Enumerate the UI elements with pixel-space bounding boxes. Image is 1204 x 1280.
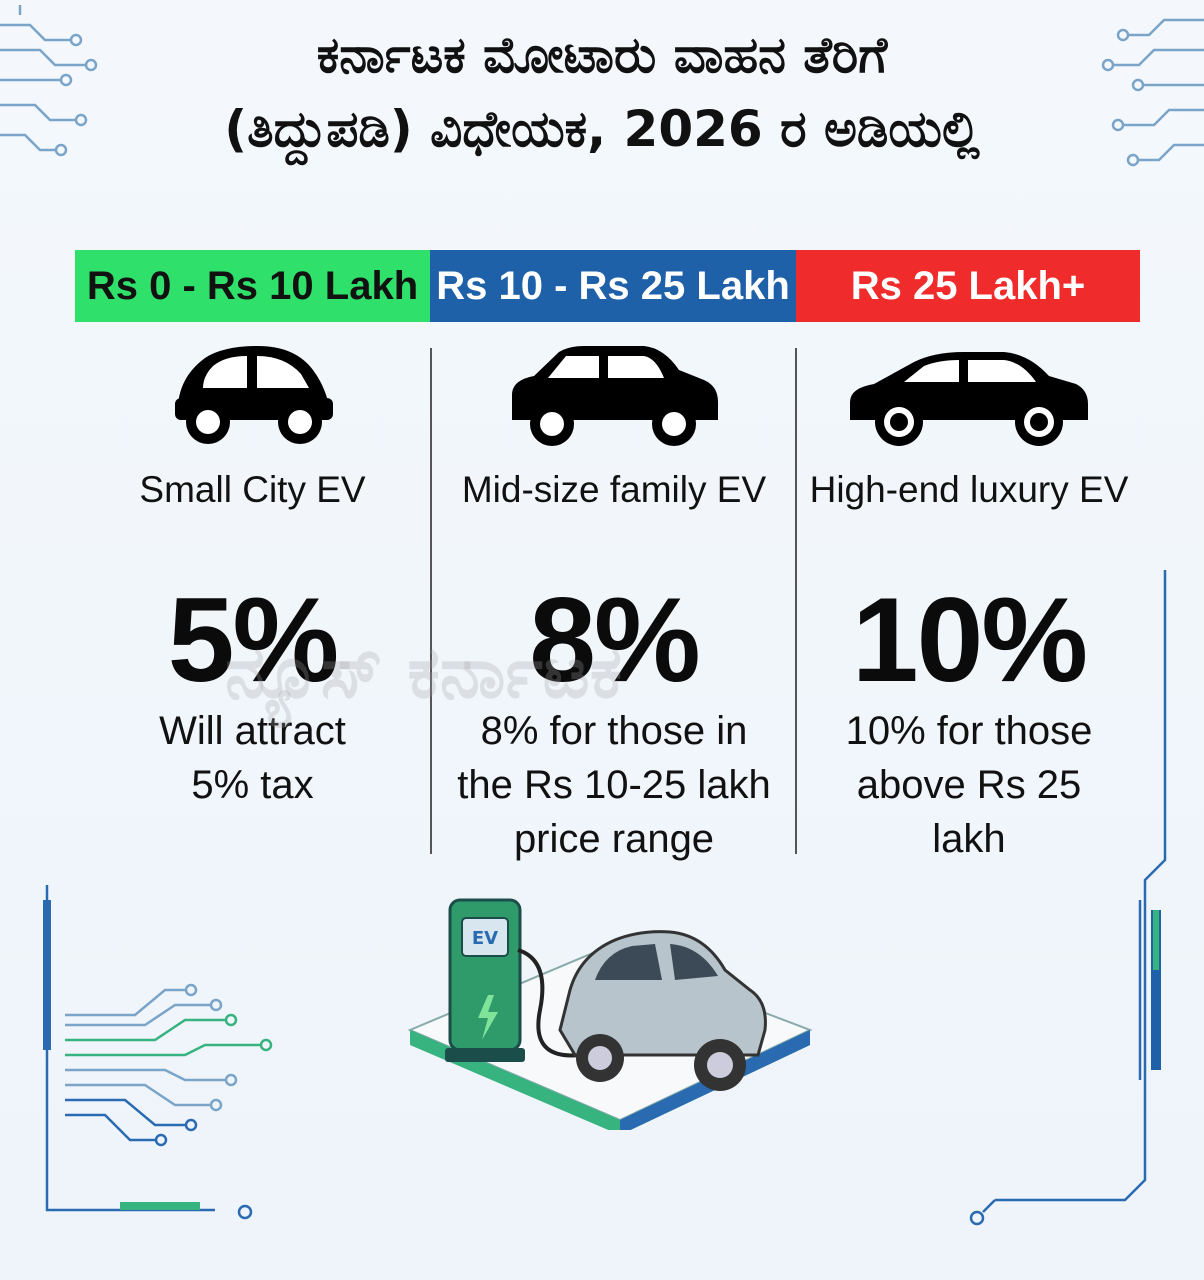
description-line: lakh: [932, 817, 1006, 861]
tier-column-luxury: High-end luxury EV 10% 10% for those abo…: [798, 340, 1140, 866]
price-band-10-25-lakh: Rs 10 - Rs 25 Lakh: [430, 250, 796, 322]
ev-charging-station-icon: EV: [407, 898, 813, 1130]
tax-description: 8% for those in the Rs 10-25 lakh price …: [432, 704, 796, 866]
price-band-25-lakh-plus: Rs 25 Lakh+: [796, 250, 1140, 322]
hatchback-car-icon: [512, 346, 718, 446]
circuit-decoration-bottom-left-icon: [43, 885, 273, 1220]
tax-rate: 10%: [851, 573, 1088, 707]
tax-rate: 5%: [167, 573, 339, 707]
column-divider-1: [430, 348, 432, 854]
charger-label: EV: [472, 928, 498, 949]
tax-description: Will attract 5% tax: [75, 704, 430, 812]
description-line: Will attract: [159, 709, 346, 753]
luxury-sedan-icon: [850, 352, 1088, 446]
tier-column-mid: Mid-size family EV 8% 8% for those in th…: [432, 340, 796, 866]
description-line: 10% for those: [845, 709, 1093, 753]
description-line: 8% for those in: [480, 709, 748, 753]
vehicle-label: Mid-size family EV: [461, 469, 767, 510]
circuit-decoration-top-left-icon: [0, 5, 98, 157]
title-line-2: (ತಿದ್ದುಪಡಿ) ವಿಧೇಯಕ, 2026 ರ ಅಡಿಯಲ್ಲಿ: [224, 100, 980, 158]
column-divider-2: [795, 348, 797, 854]
vehicle-label: Small City EV: [139, 469, 366, 510]
tier-column-small: Small City EV 5% Will attract 5% tax: [75, 340, 430, 812]
small-city-car-icon: [174, 346, 333, 444]
circuit-decoration-bottom-right-icon: [969, 570, 1167, 1226]
description-line: 5% tax: [191, 763, 314, 807]
circuit-decoration-top-right-icon: [1101, 18, 1204, 167]
tax-rate: 8%: [529, 573, 700, 707]
description-line: above Rs 25: [856, 763, 1082, 807]
price-band-0-10-lakh: Rs 0 - Rs 10 Lakh: [75, 250, 430, 322]
page-title: ಕರ್ನಾಟಕ ಮೋಟಾರು ವಾಹನ ತೆರಿಗೆ (ತಿದ್ದುಪಡಿ) ವ…: [60, 18, 1144, 203]
title-line-1: ಕರ್ನಾಟಕ ಮೋಟಾರು ವಾಹನ ತೆರಿಗೆ: [316, 26, 888, 84]
tax-description: 10% for those above Rs 25 lakh: [798, 704, 1140, 866]
vehicle-label: High-end luxury EV: [809, 469, 1129, 510]
description-line: the Rs 10-25 lakh: [457, 763, 771, 807]
description-line: price range: [513, 817, 715, 861]
